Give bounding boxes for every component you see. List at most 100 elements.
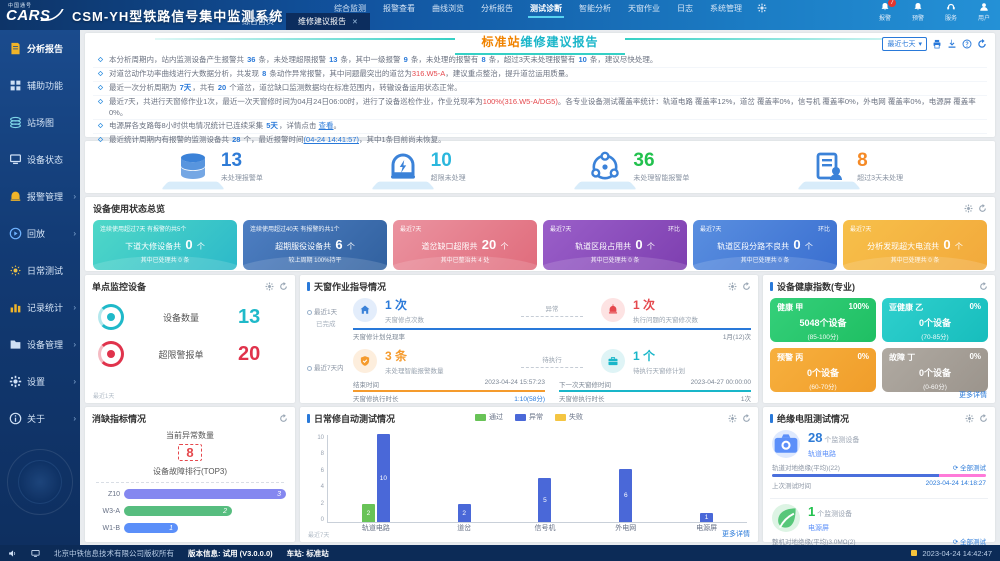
usage-main-pre: 下道大修设备共 xyxy=(125,242,184,251)
print-icon[interactable] xyxy=(932,39,942,49)
refresh-icon[interactable] xyxy=(977,39,987,49)
insulation-test-link[interactable]: ⟳ 全部测试 xyxy=(952,539,986,545)
gear-icon[interactable] xyxy=(728,414,737,423)
refresh-icon[interactable] xyxy=(279,414,288,423)
insulation-row-top: 1 个监测设备 电源屏 xyxy=(772,503,986,533)
ribbon-line-right xyxy=(624,37,925,40)
sidebar-item-label: 设备管理 xyxy=(27,340,64,350)
usage-main-num: 0 xyxy=(635,237,643,252)
sidebar-item-设备管理[interactable]: 设备管理 › xyxy=(0,326,80,363)
autotest-more-link[interactable]: 更多详情 xyxy=(722,531,750,538)
bullet-segment: ，其中1条目前尚未恢复。 xyxy=(359,135,446,145)
health-card-top: 亚健康 乙 0% xyxy=(889,302,981,313)
sidebar-item-label: 辅助功能 xyxy=(27,81,64,91)
usage-panel: 设备使用状态总览 连续使用超过7天 有报警的共5个 下道大修设备共 0 个其中已处… xyxy=(85,197,995,271)
usage-main-pre: 分析发现超大电流共 xyxy=(867,242,942,251)
kpi-text: 8 超过3天未处理 xyxy=(857,151,903,183)
sidebar-item-设备状态[interactable]: 设备状态 xyxy=(0,141,80,178)
refresh-icon[interactable] xyxy=(979,282,988,291)
usage-card-top: 最近7天 环比 xyxy=(700,224,830,233)
refresh-icon[interactable] xyxy=(279,282,288,291)
main-content: 标准站维修建议报告 最近七天 ▾ 本分析周期内，站内监测设备产生报警共 36 条，… xyxy=(80,30,1000,545)
refresh-icon[interactable] xyxy=(978,204,987,213)
usage-card-period: 最近7天 xyxy=(550,227,572,233)
refresh-icon[interactable] xyxy=(979,414,988,423)
bullet-segment: 条，建议尽快处理。 xyxy=(587,55,658,64)
close-icon[interactable]: ✕ xyxy=(352,18,358,26)
menu-item-智能分析[interactable]: 智能分析 xyxy=(579,4,611,13)
bullet-segment: 5天 xyxy=(266,121,278,131)
sidebar-item-label: 站场图 xyxy=(27,118,55,128)
menu-item-曲线浏览[interactable]: 曲线浏览 xyxy=(432,4,464,13)
chart-bar-value: 1 xyxy=(704,514,709,522)
insulation-test-link[interactable]: ⟳ 全部测试 xyxy=(952,465,986,472)
test-icon xyxy=(9,264,22,277)
gear-icon[interactable] xyxy=(964,204,973,213)
sidebar-item-label: 报警管理 xyxy=(27,192,64,202)
usage-card: 连续使用超过7天 有报警的共5个 下道大修设备共 0 个其中已处理共 0 条 xyxy=(93,220,237,270)
bottom-row: 消缺指标情况 当前异常数量 8 设备故障排行(TOP3) Z10 3 W3-A 2 W1… xyxy=(85,407,995,545)
tab-综合首页[interactable]: 综合首页 xyxy=(230,13,286,30)
period-select[interactable]: 最近七天 ▾ xyxy=(882,37,927,51)
sidebar-item-设置[interactable]: 设置 › xyxy=(0,363,80,400)
statusbar-company: 北京中铁信息技术有限公司版权所有 xyxy=(54,548,174,558)
health-more-link[interactable]: 更多详情 xyxy=(959,392,987,399)
menu-item-报警查看[interactable]: 报警查看 xyxy=(383,4,415,13)
refresh-icon[interactable] xyxy=(742,282,751,291)
bullet-link[interactable]: (04-24 14:41:57) xyxy=(303,135,359,145)
usage-main-num: 6 xyxy=(335,237,343,252)
defect-bar-value: 3 xyxy=(277,490,281,498)
refresh-icon[interactable] xyxy=(742,414,751,423)
gear-icon[interactable] xyxy=(265,282,274,291)
monitor-icon[interactable] xyxy=(31,549,40,558)
chart-bar: 2 xyxy=(457,504,471,522)
help-icon[interactable] xyxy=(962,39,972,49)
menu-item-测试诊断[interactable]: 测试诊断 xyxy=(528,2,564,18)
speaker-icon[interactable] xyxy=(8,549,17,558)
chart-category-label: 轨道电路 xyxy=(361,525,390,532)
header-icon-label: 报警 xyxy=(878,16,891,22)
预警-button[interactable]: 预警 xyxy=(906,2,930,22)
insulation-panel: 绝缘电阻测试情况 28 个监测设备 轨道电路 轨道对地绝缘(平均)(22) ⟳ 全部测… xyxy=(763,407,995,545)
sidebar-item-记录统计[interactable]: 记录统计 › xyxy=(0,289,80,326)
menu-item-日志[interactable]: 日志 xyxy=(677,4,693,13)
ribbon-line-left xyxy=(155,37,456,40)
chart-bars: 2 10 xyxy=(361,434,390,522)
sidebar-item-报警管理[interactable]: 报警管理 › xyxy=(0,178,80,215)
header-icon-label: 服务 xyxy=(944,16,957,22)
download-icon[interactable] xyxy=(947,39,957,49)
bullet-link[interactable]: 查看 xyxy=(318,121,334,131)
menu-item-天窗作业[interactable]: 天窗作业 xyxy=(628,4,660,13)
gear-icon[interactable] xyxy=(728,282,737,291)
menu-item-分析报告[interactable]: 分析报告 xyxy=(481,4,513,13)
y-tick-label: 8 xyxy=(320,451,324,458)
sidebar-item-回放[interactable]: 回放 › xyxy=(0,215,80,252)
menu-item-综合监测[interactable]: 综合监测 xyxy=(334,4,366,13)
usage-card-top: 最近7天 xyxy=(400,224,530,233)
sidebar-item-站场图[interactable]: 站场图 xyxy=(0,104,80,141)
sidebar-item-关于[interactable]: 关于 › xyxy=(0,400,80,437)
skylight-group2: 最近7天内 xyxy=(307,362,353,372)
gear-icon[interactable] xyxy=(965,414,974,423)
report-station: 标准站 xyxy=(481,34,521,49)
bar-chart: 10 8 6 4 2 0 2 10 轨道电路 2 道岔 5 信号机 6 外电网 1 电源屏 xyxy=(307,434,751,537)
服务-button[interactable]: 服务 xyxy=(939,2,963,22)
tab-维修建议报告[interactable]: 维修建议报告 ✕ xyxy=(286,13,370,30)
usage-card-period: 最近7天 xyxy=(850,227,872,233)
single-point-header: 单点监控设备 xyxy=(92,280,288,293)
y-tick-label: 4 xyxy=(320,484,324,491)
usage-card-period: 连续使用超过7天 有报警的共5个 xyxy=(100,227,187,233)
sidebar-item-辅助功能[interactable]: 辅助功能 xyxy=(0,67,80,104)
sidebar-item-分析报告[interactable]: 分析报告 xyxy=(0,30,80,67)
menu-item-系统管理[interactable]: 系统管理 xyxy=(710,4,742,13)
用户-button[interactable]: 用户 xyxy=(972,2,996,22)
defect-bar-row: Z10 3 xyxy=(92,489,288,499)
报警-button[interactable]: 7 报警 xyxy=(873,0,897,22)
report-bullet: 对道岔动作功率曲线进行大数据分析，共发现 8 条动作异常报警，其中问题最突出的道… xyxy=(93,68,987,82)
bullet-segment: 10 xyxy=(578,55,587,64)
usage-card: 最近7天 分析发现超大电流共 0 个其中已处理共 0 条 xyxy=(843,220,987,270)
chart-plot-area: 2 10 轨道电路 2 道岔 5 信号机 6 外电网 1 电源屏 xyxy=(327,434,747,532)
diamond-icon xyxy=(97,70,104,77)
leaf-icon xyxy=(772,504,800,532)
sidebar-item-日常测试[interactable]: 日常测试 xyxy=(0,252,80,289)
